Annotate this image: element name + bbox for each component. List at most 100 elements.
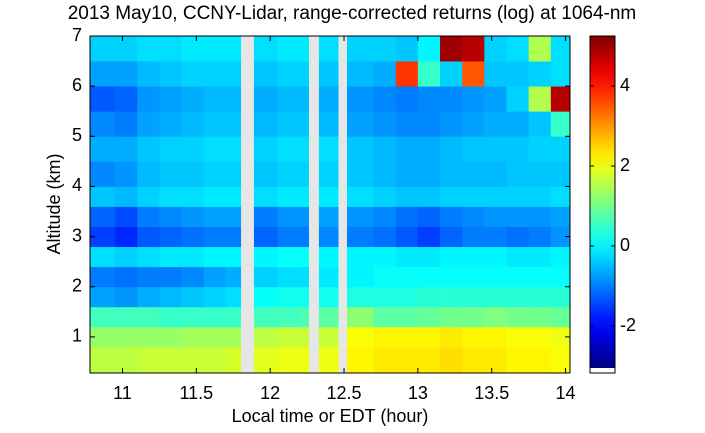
heatmap-cell [318, 206, 339, 227]
heatmap-cell [203, 306, 227, 328]
heatmap-cell [90, 346, 116, 374]
heatmap-cell [181, 36, 205, 62]
heatmap-cell [395, 161, 419, 187]
heatmap-cell [299, 111, 309, 137]
heatmap-cell [373, 61, 397, 87]
heatmap-cell [417, 226, 441, 248]
heatmap-cell [506, 286, 530, 308]
heatmap-cell [253, 186, 278, 207]
heatmap-cell [299, 206, 309, 227]
heatmap-cell [299, 346, 309, 374]
heatmap-cell [462, 326, 485, 348]
heatmap-cell [203, 36, 227, 62]
heatmap-cell [440, 161, 463, 187]
heatmap-cell [440, 111, 463, 137]
heatmap-cell [181, 61, 205, 87]
y-tick-label: 4 [72, 175, 82, 195]
heatmap-cell [550, 306, 571, 328]
heatmap-cell [395, 346, 419, 374]
heatmap-cell [440, 306, 463, 328]
heatmap-cell [346, 111, 374, 137]
heatmap-cell [417, 206, 441, 227]
heatmap-cell [462, 306, 485, 328]
heatmap-cell [346, 86, 374, 112]
heatmap-cell [506, 206, 530, 227]
heatmap-cell [137, 206, 160, 227]
heatmap-cell [253, 246, 278, 268]
heatmap-cell [181, 266, 205, 288]
heatmap-cell [277, 206, 301, 227]
heatmap-cell [346, 286, 374, 308]
heatmap-cell [346, 226, 374, 248]
heatmap-cell [137, 226, 160, 248]
heatmap-cell [90, 186, 116, 207]
heatmap-cell [395, 111, 419, 137]
heatmap-cell [346, 36, 374, 62]
heatmap-cell [299, 266, 309, 288]
heatmap-cell [90, 206, 116, 227]
heatmap-cell [253, 346, 278, 374]
heatmap-cell [225, 246, 242, 268]
heatmap-cell [417, 136, 441, 162]
heatmap-cell [550, 346, 571, 374]
heatmap-cell [277, 161, 301, 187]
heatmap-cell [318, 36, 339, 62]
heatmap-cell [506, 136, 530, 162]
heatmap-cell [277, 186, 301, 207]
heatmap-cell [373, 306, 397, 328]
heatmap-cell [484, 136, 507, 162]
heatmap-cell [550, 266, 571, 288]
heatmap-cell [159, 266, 182, 288]
heatmap-cell [528, 136, 552, 162]
heatmap-cell [90, 111, 116, 137]
heatmap-cell [277, 226, 301, 248]
plot-frame [89, 35, 571, 374]
y-tick-label: 2 [72, 275, 82, 295]
heatmap-cell [440, 61, 463, 87]
heatmap-cell [506, 266, 530, 288]
y-axis-label: Altitude (km) [44, 153, 64, 254]
heatmap-cell [277, 346, 301, 374]
heatmap-cell [462, 186, 485, 207]
heatmap-cell [417, 266, 441, 288]
heatmap-cell [484, 226, 507, 248]
heatmap-cell [346, 326, 374, 348]
heatmap-cell [90, 36, 116, 62]
heatmap-cell [90, 136, 116, 162]
heatmap-cell [417, 306, 441, 328]
heatmap-cell [395, 61, 419, 87]
heatmap-cell [395, 226, 419, 248]
heatmap-cell [346, 61, 374, 87]
heatmap-cell [181, 346, 205, 374]
heatmap-cell [506, 111, 530, 137]
heatmap-cell [440, 226, 463, 248]
heatmap-cell [528, 226, 552, 248]
heatmap-cell [277, 36, 301, 62]
heatmap-cell [440, 206, 463, 227]
heatmap-cell [137, 326, 160, 348]
y-tick-label: 6 [72, 75, 82, 95]
heatmap-cell [115, 161, 138, 187]
heatmap-cell [318, 136, 339, 162]
heatmap-cell [159, 136, 182, 162]
heatmap-cell [277, 246, 301, 268]
heatmap-cell [181, 186, 205, 207]
colorbar-tick-label: 2 [620, 155, 630, 175]
heatmap-cell [159, 226, 182, 248]
heatmap-cell [159, 206, 182, 227]
heatmap-cell [203, 206, 227, 227]
heatmap-cell [462, 266, 485, 288]
heatmap-cell [225, 326, 242, 348]
heatmap-cell [159, 326, 182, 348]
x-tick-label: 14 [556, 383, 576, 403]
heatmap-cell [484, 61, 507, 87]
heatmap-cell [506, 86, 530, 112]
heatmap-cell [137, 186, 160, 207]
heatmap-cell [203, 246, 227, 268]
heatmap-cell [346, 346, 374, 374]
heatmap-cell [299, 61, 309, 87]
heatmap-cell [225, 286, 242, 308]
heatmap-cell [373, 186, 397, 207]
heatmap-cell [417, 111, 441, 137]
heatmap-cell [373, 206, 397, 227]
